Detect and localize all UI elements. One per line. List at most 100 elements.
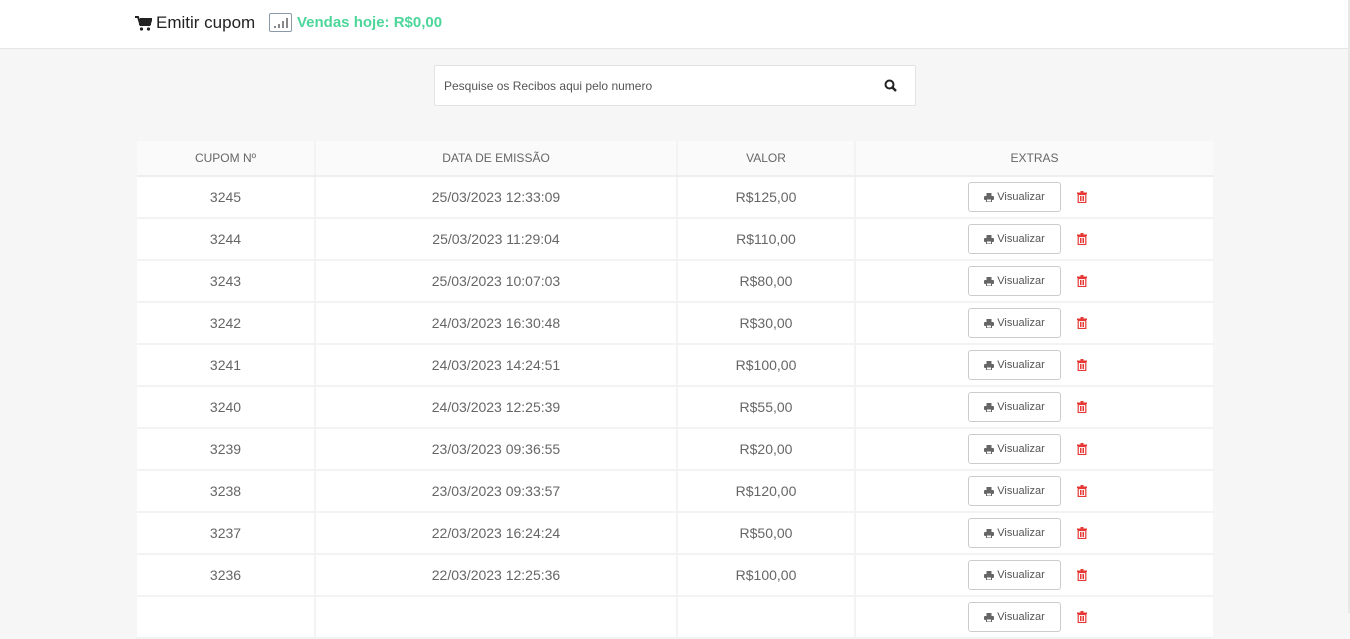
coupon-number xyxy=(137,596,316,639)
view-label: Visualizar xyxy=(997,527,1045,539)
trash-icon[interactable] xyxy=(1077,359,1087,371)
column-header-value: VALOR xyxy=(677,141,856,177)
coupon-value: R$30,00 xyxy=(677,302,856,345)
emit-coupon-link[interactable]: Emitir cupom xyxy=(135,13,255,33)
top-navbar: Emitir cupom Vendas hoje: R$0,00 xyxy=(0,0,1348,49)
coupon-number: 3244 xyxy=(137,218,316,261)
view-label: Visualizar xyxy=(997,569,1045,581)
coupon-number: 3237 xyxy=(137,512,316,555)
emission-date: 23/03/2023 09:33:57 xyxy=(315,470,678,513)
view-label: Visualizar xyxy=(997,443,1045,455)
print-icon xyxy=(984,402,995,412)
view-label: Visualizar xyxy=(997,275,1045,287)
view-label: Visualizar xyxy=(997,191,1045,203)
table-row: 3239 23/03/2023 09:36:55 R$20,00 Visuali… xyxy=(137,428,1213,471)
trash-icon[interactable] xyxy=(1077,401,1087,413)
extras-cell: Visualizar xyxy=(855,218,1213,261)
search-input[interactable] xyxy=(435,66,855,105)
emission-date: 25/03/2023 11:29:04 xyxy=(315,218,678,261)
coupon-number: 3242 xyxy=(137,302,316,345)
view-button[interactable]: Visualizar xyxy=(968,224,1061,254)
table-row: 3237 22/03/2023 16:24:24 R$50,00 Visuali… xyxy=(137,512,1213,555)
coupon-value: R$55,00 xyxy=(677,386,856,429)
view-button[interactable]: Visualizar xyxy=(968,182,1061,212)
view-label: Visualizar xyxy=(997,485,1045,497)
coupon-number: 3240 xyxy=(137,386,316,429)
trash-icon[interactable] xyxy=(1077,233,1087,245)
print-icon xyxy=(984,360,995,370)
cart-icon xyxy=(135,15,152,31)
trash-icon[interactable] xyxy=(1077,569,1087,581)
emission-date: 24/03/2023 16:30:48 xyxy=(315,302,678,345)
table-row: 3240 24/03/2023 12:25:39 R$55,00 Visuali… xyxy=(137,386,1213,429)
sales-today-label: Vendas hoje: R$0,00 xyxy=(297,14,443,31)
extras-cell: Visualizar xyxy=(855,428,1213,471)
table-row: 3238 23/03/2023 09:33:57 R$120,00 Visual… xyxy=(137,470,1213,513)
table-row: 3244 25/03/2023 11:29:04 R$110,00 Visual… xyxy=(137,218,1213,261)
trash-icon[interactable] xyxy=(1077,275,1087,287)
view-button[interactable]: Visualizar xyxy=(968,350,1061,380)
emission-date: 22/03/2023 16:24:24 xyxy=(315,512,678,555)
emission-date: 25/03/2023 10:07:03 xyxy=(315,260,678,303)
view-button[interactable]: Visualizar xyxy=(968,560,1061,590)
view-button[interactable]: Visualizar xyxy=(968,434,1061,464)
emission-date: 25/03/2023 12:33:09 xyxy=(315,176,678,219)
print-icon xyxy=(984,570,995,580)
emission-date: 24/03/2023 14:24:51 xyxy=(315,344,678,387)
extras-cell: Visualizar xyxy=(855,512,1213,555)
coupon-value xyxy=(677,596,856,639)
trash-icon[interactable] xyxy=(1077,191,1087,203)
trash-icon[interactable] xyxy=(1077,443,1087,455)
coupon-number: 3238 xyxy=(137,470,316,513)
emit-coupon-label: Emitir cupom xyxy=(156,13,256,32)
view-label: Visualizar xyxy=(997,233,1045,245)
emission-date: 23/03/2023 09:36:55 xyxy=(315,428,678,471)
table-row: 3243 25/03/2023 10:07:03 R$80,00 Visuali… xyxy=(137,260,1213,303)
column-header-number: CUPOM Nº xyxy=(137,141,316,177)
emission-date: 22/03/2023 12:25:36 xyxy=(315,554,678,597)
print-icon xyxy=(984,612,995,622)
extras-cell: Visualizar xyxy=(855,176,1213,219)
print-icon xyxy=(984,276,995,286)
view-button[interactable]: Visualizar xyxy=(968,392,1061,422)
extras-cell: Visualizar xyxy=(855,470,1213,513)
view-button[interactable]: Visualizar xyxy=(968,518,1061,548)
search-box xyxy=(434,65,916,106)
coupon-value: R$125,00 xyxy=(677,176,856,219)
view-label: Visualizar xyxy=(997,359,1045,371)
emission-date xyxy=(315,596,678,639)
print-icon xyxy=(984,444,995,454)
coupon-value: R$110,00 xyxy=(677,218,856,261)
table-row: Visualizar xyxy=(137,596,1213,639)
coupon-value: R$100,00 xyxy=(677,344,856,387)
coupon-value: R$120,00 xyxy=(677,470,856,513)
emission-date: 24/03/2023 12:25:39 xyxy=(315,386,678,429)
view-button[interactable]: Visualizar xyxy=(968,602,1061,632)
extras-cell: Visualizar xyxy=(855,386,1213,429)
column-header-extras: EXTRAS xyxy=(855,141,1213,177)
coupon-number: 3239 xyxy=(137,428,316,471)
print-icon xyxy=(984,486,995,496)
coupon-value: R$100,00 xyxy=(677,554,856,597)
trash-icon[interactable] xyxy=(1077,527,1087,539)
view-button[interactable]: Visualizar xyxy=(968,266,1061,296)
extras-cell: Visualizar xyxy=(855,260,1213,303)
table-row: 3242 24/03/2023 16:30:48 R$30,00 Visuali… xyxy=(137,302,1213,345)
extras-cell: Visualizar xyxy=(855,302,1213,345)
table-row: 3241 24/03/2023 14:24:51 R$100,00 Visual… xyxy=(137,344,1213,387)
table-row: 3245 25/03/2023 12:33:09 R$125,00 Visual… xyxy=(137,176,1213,219)
coupon-value: R$20,00 xyxy=(677,428,856,471)
view-label: Visualizar xyxy=(997,401,1045,413)
extras-cell: Visualizar xyxy=(855,596,1213,639)
coupon-number: 3236 xyxy=(137,554,316,597)
signal-chart-icon xyxy=(269,13,292,32)
print-icon xyxy=(984,318,995,328)
view-button[interactable]: Visualizar xyxy=(968,308,1061,338)
coupon-value: R$50,00 xyxy=(677,512,856,555)
view-button[interactable]: Visualizar xyxy=(968,476,1061,506)
trash-icon[interactable] xyxy=(1077,485,1087,497)
column-header-date: DATA DE EMISSÃO xyxy=(315,141,678,177)
scrollbar[interactable] xyxy=(1348,0,1350,613)
trash-icon[interactable] xyxy=(1077,317,1087,329)
search-icon[interactable] xyxy=(884,79,897,92)
